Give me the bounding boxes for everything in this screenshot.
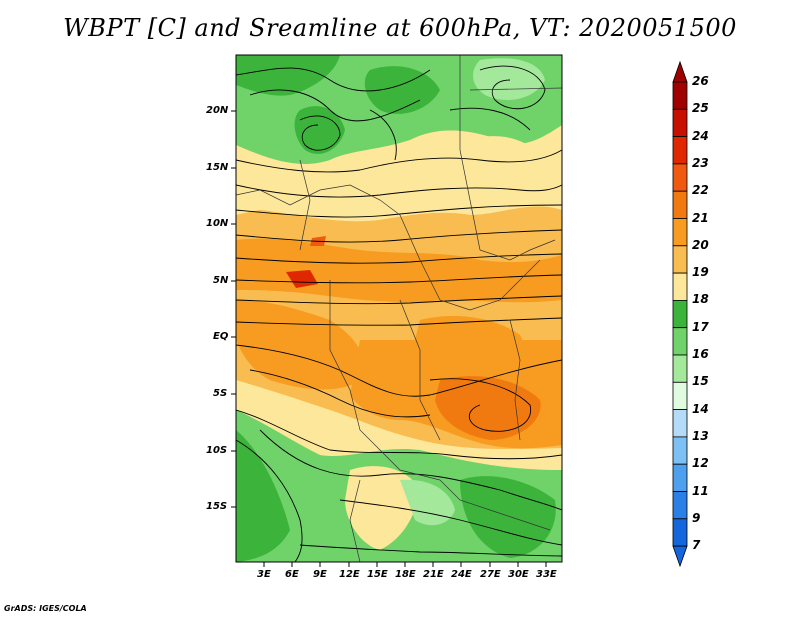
colorbar-level-label: 19 (692, 265, 709, 280)
lon-label: 6E (285, 569, 299, 580)
lat-ticks (231, 110, 236, 508)
lon-label: 21E (423, 569, 444, 580)
colorbar-level-label: 16 (692, 347, 709, 361)
colorbar-swatch (672, 81, 688, 110)
colorbar-swatch (672, 245, 688, 274)
colorbar-swatch (672, 327, 688, 356)
colorbar-swatch (672, 354, 688, 383)
colorbar-arrow-top (672, 60, 688, 83)
lon-label: 24E (451, 569, 472, 580)
colorbar-level-label: 17 (692, 319, 709, 334)
lon-label: 3E (257, 569, 271, 580)
colorbar-swatch (672, 463, 688, 492)
colorbar-swatch (672, 381, 688, 410)
colorbar-swatch (672, 136, 688, 165)
colorbar-swatch (672, 518, 688, 547)
colorbar-level-label: 13 (692, 428, 709, 443)
lat-label: 10S (206, 445, 228, 456)
lat-label: 5S (213, 388, 228, 399)
colorbar-level-label: 22 (692, 183, 709, 198)
lat-label: EQ (213, 331, 229, 342)
colorbar-swatch (672, 436, 688, 465)
country-borders (236, 55, 562, 562)
colorbar-swatch (672, 218, 688, 247)
colorbar-level-label: 20 (692, 237, 709, 252)
colorbar-swatch (672, 409, 688, 438)
lon-ticks (263, 562, 547, 567)
colorbar-swatch (672, 163, 688, 192)
colorbar-level-label: 14 (692, 401, 709, 416)
colorbar-level-label: 7 (692, 538, 701, 553)
lat-label: 20N (206, 105, 229, 116)
colorbar-level-label: 9 (692, 510, 701, 525)
map-frame (235, 54, 563, 563)
colorbar-level-label: 18 (692, 292, 709, 307)
lat-label: 15N (206, 162, 229, 173)
temperature-field (236, 55, 562, 562)
map-title: WBPT [C] and Sreamline at 600hPa, VT: 20… (63, 14, 737, 42)
colorbar-level-label: 21 (692, 210, 709, 225)
credit-text: GrADS: IGES/COLA (4, 604, 87, 613)
lon-label: 30E (508, 569, 529, 580)
colorbar-level-label: 12 (692, 456, 709, 471)
colorbar-swatch (672, 491, 688, 520)
colorbar-level-label: 23 (692, 155, 709, 170)
colorbar-swatch (672, 108, 688, 138)
colorbar-level-label: 24 (692, 128, 709, 143)
lon-label: 18E (395, 569, 416, 580)
lat-label: 5N (213, 275, 229, 286)
lon-label: 12E (339, 569, 360, 580)
colorbar-arrow-bottom (672, 545, 688, 568)
colorbar (672, 60, 688, 568)
colorbar-level-label: 11 (692, 483, 709, 498)
colorbar-swatch (672, 190, 688, 219)
colorbar-level-label: 25 (692, 101, 709, 116)
colorbar-swatch (672, 272, 688, 301)
lon-label: 27E (480, 569, 501, 580)
colorbar-level-label: 26 (692, 74, 709, 88)
colorbar-swatch (672, 299, 688, 329)
lat-label: 10N (206, 218, 229, 229)
lon-label: 15E (367, 569, 388, 580)
lon-label: 33E (536, 569, 557, 580)
lat-label: 15S (206, 501, 228, 512)
colorbar-level-label: 15 (692, 374, 709, 389)
lon-label: 9E (313, 569, 327, 580)
